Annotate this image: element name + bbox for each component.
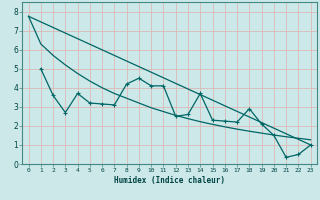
- X-axis label: Humidex (Indice chaleur): Humidex (Indice chaleur): [114, 176, 225, 185]
